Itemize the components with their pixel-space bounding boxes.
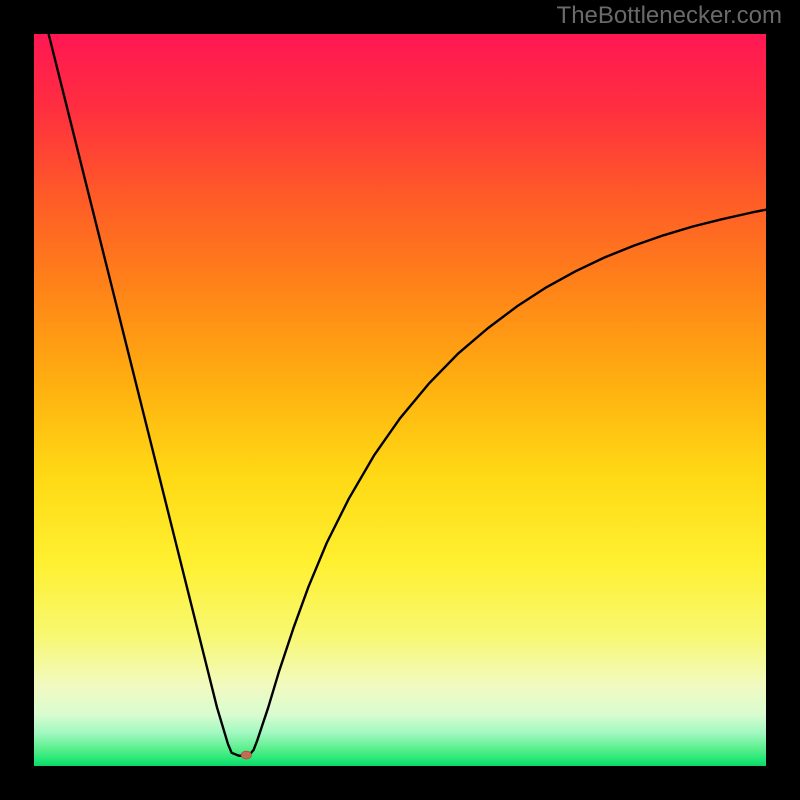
marker-point <box>241 751 251 759</box>
chart-outer-frame: TheBottlenecker.com <box>0 0 800 800</box>
chart-svg <box>34 34 766 766</box>
plot-area <box>34 34 766 766</box>
chart-background <box>34 34 766 766</box>
watermark-text: TheBottlenecker.com <box>557 2 782 30</box>
